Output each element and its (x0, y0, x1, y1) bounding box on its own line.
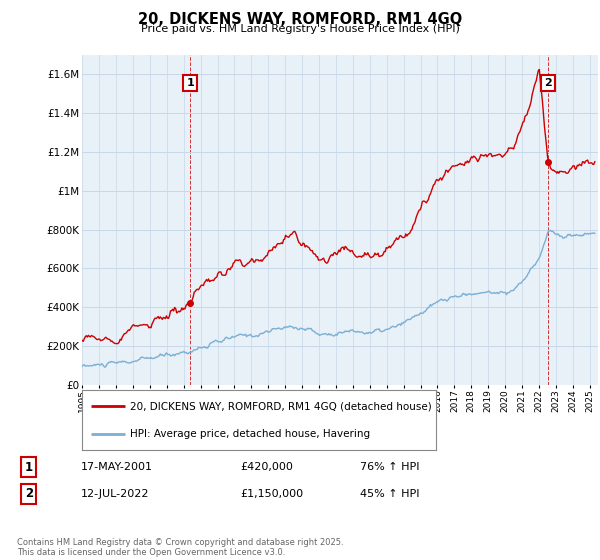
Text: £420,000: £420,000 (240, 462, 293, 472)
Text: 20, DICKENS WAY, ROMFORD, RM1 4GQ (detached house): 20, DICKENS WAY, ROMFORD, RM1 4GQ (detac… (130, 402, 432, 412)
Text: 1: 1 (186, 78, 194, 88)
Text: 12-JUL-2022: 12-JUL-2022 (81, 489, 149, 499)
Text: HPI: Average price, detached house, Havering: HPI: Average price, detached house, Have… (130, 429, 370, 439)
Text: Contains HM Land Registry data © Crown copyright and database right 2025.
This d: Contains HM Land Registry data © Crown c… (17, 538, 343, 557)
Text: 17-MAY-2001: 17-MAY-2001 (81, 462, 153, 472)
Text: 45% ↑ HPI: 45% ↑ HPI (360, 489, 419, 499)
Text: Price paid vs. HM Land Registry's House Price Index (HPI): Price paid vs. HM Land Registry's House … (140, 24, 460, 34)
Text: 76% ↑ HPI: 76% ↑ HPI (360, 462, 419, 472)
Text: £1,150,000: £1,150,000 (240, 489, 303, 499)
Text: 1: 1 (25, 460, 33, 474)
Text: 2: 2 (544, 78, 552, 88)
Text: 20, DICKENS WAY, ROMFORD, RM1 4GQ: 20, DICKENS WAY, ROMFORD, RM1 4GQ (138, 12, 462, 27)
Text: 2: 2 (25, 487, 33, 501)
